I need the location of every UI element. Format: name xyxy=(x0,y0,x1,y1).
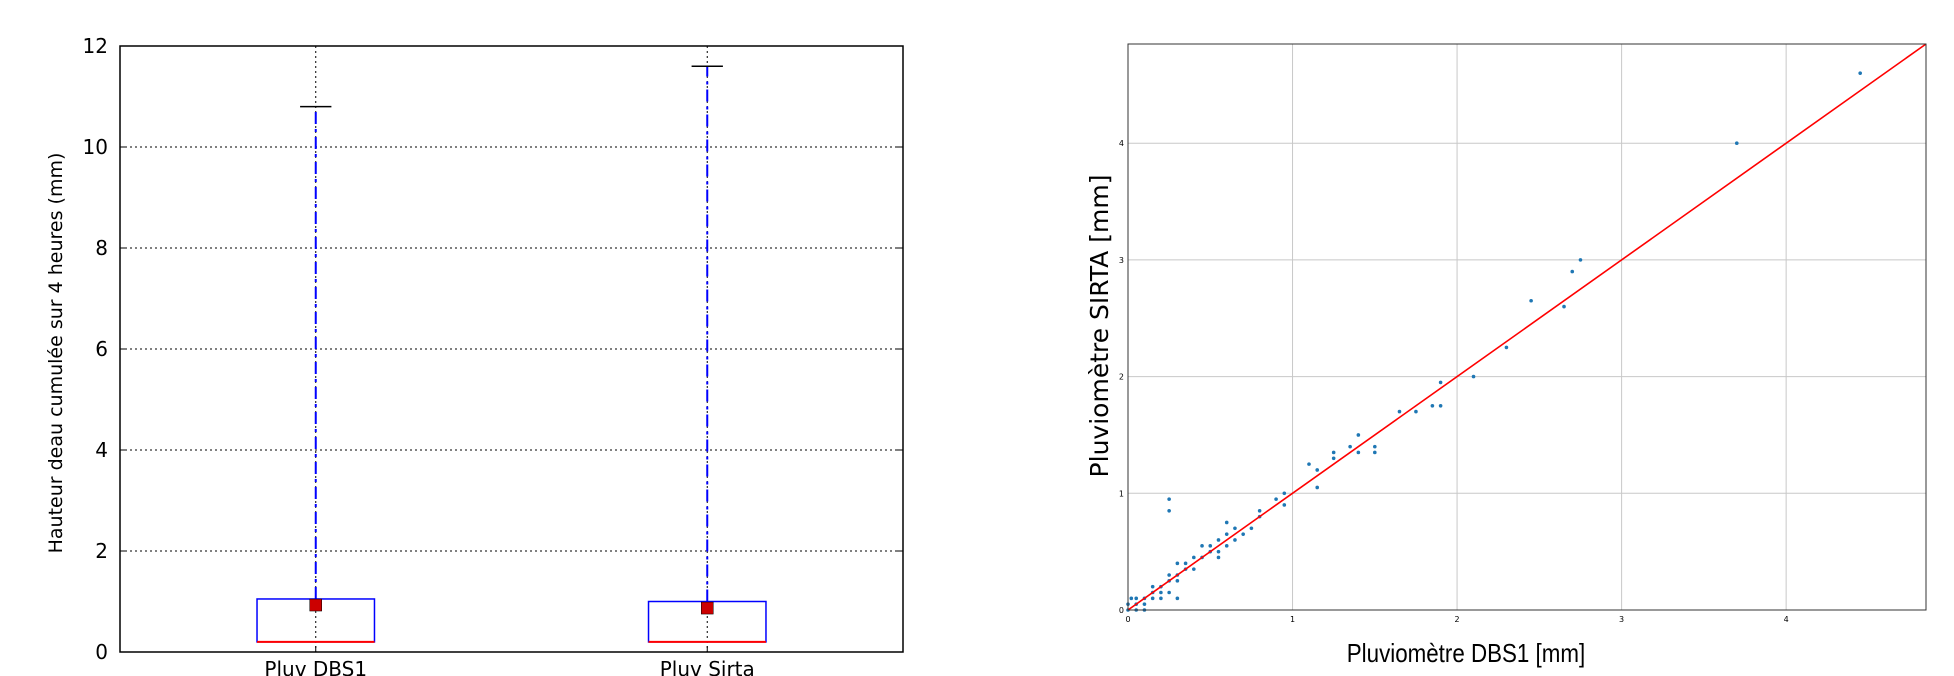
scatter-point xyxy=(1208,544,1213,548)
scatter-point xyxy=(1129,596,1134,601)
boxplot-y-ticks: 0 2 4 6 8 10 12 xyxy=(83,34,903,664)
scatter-point xyxy=(1331,450,1336,455)
scatter-y-tick-label: 2 xyxy=(1119,373,1124,382)
scatter-point xyxy=(1356,433,1361,437)
scatter-x-tick-label: 0 xyxy=(1125,615,1130,624)
scatter-chart: 0 1 2 3 4 0 1 2 3 4 Pluviomètre DBS1 [mm] Pluviom… xyxy=(1085,43,1927,668)
boxplot-y-tick-label: 0 xyxy=(95,640,108,664)
scatter-point xyxy=(1183,561,1188,566)
scatter-x-tick-label: 4 xyxy=(1784,615,1789,624)
scatter-point xyxy=(1216,549,1221,554)
scatter-x-tick-label: 1 xyxy=(1290,615,1295,624)
scatter-point xyxy=(1274,497,1278,501)
scatter-point xyxy=(1159,590,1163,595)
scatter-point xyxy=(1175,596,1180,601)
boxplot-y-tick-label: 8 xyxy=(95,236,108,260)
scatter-point xyxy=(1373,444,1377,449)
scatter-point xyxy=(1167,573,1171,577)
boxplot-x-ticks: Pluv DBS1 Pluv Sirta xyxy=(264,646,755,676)
scatter-point xyxy=(1570,269,1575,274)
scatter-point xyxy=(1315,485,1320,490)
boxplot-y-tick-label: 2 xyxy=(95,539,108,563)
scatter-point xyxy=(1224,520,1229,525)
scatter-point xyxy=(1192,567,1196,571)
scatter-point xyxy=(1233,538,1237,542)
scatter-point xyxy=(1529,298,1533,303)
boxplot-y-tick-label: 10 xyxy=(83,135,108,159)
scatter-point xyxy=(1315,468,1320,472)
boxplot-category-label: Pluv DBS1 xyxy=(264,657,367,676)
scatter-point xyxy=(1438,380,1443,385)
boxplot-y-tick-label: 12 xyxy=(83,34,108,58)
boxplot-y-tick-label: 6 xyxy=(95,337,108,361)
scatter-point xyxy=(1282,491,1287,496)
scatter-point xyxy=(1282,503,1287,507)
scatter-point xyxy=(1167,509,1171,513)
scatter-point xyxy=(1249,526,1254,531)
scatter-identity-line xyxy=(1127,43,1927,611)
scatter-point xyxy=(1356,450,1361,455)
scatter-point xyxy=(1175,561,1180,566)
scatter-points xyxy=(1126,71,1862,612)
scatter-point xyxy=(1216,555,1221,560)
scatter-point xyxy=(1159,596,1163,601)
scatter-x-axis-label: Pluviomètre DBS1 [mm] xyxy=(1347,639,1585,668)
boxplot-mean-marker xyxy=(701,601,714,615)
scatter-ticks: 0 1 2 3 4 0 1 2 3 4 xyxy=(1119,139,1789,624)
scatter-point xyxy=(1331,456,1336,461)
boxplot-boxes xyxy=(256,65,767,643)
scatter-y-tick-label: 1 xyxy=(1119,489,1124,498)
scatter-x-tick-label: 2 xyxy=(1455,615,1460,624)
scatter-axes-frame xyxy=(1127,43,1927,611)
scatter-point xyxy=(1504,345,1509,350)
scatter-y-tick-label: 4 xyxy=(1119,139,1124,148)
scatter-point xyxy=(1307,462,1311,466)
scatter-point xyxy=(1224,544,1229,548)
boxplot-mean-marker xyxy=(309,598,322,612)
scatter-point xyxy=(1257,509,1262,513)
scatter-point xyxy=(1241,532,1245,536)
scatter-point xyxy=(1397,409,1402,414)
scatter-point xyxy=(1438,403,1443,408)
scatter-point xyxy=(1142,602,1147,606)
scatter-point xyxy=(1200,544,1204,548)
scatter-point xyxy=(1578,258,1583,262)
scatter-y-tick-label: 3 xyxy=(1119,256,1124,265)
boxplot-chart: 0 2 4 6 8 10 12 Pluv DBS1 Pluv Sirta Hauteur de… xyxy=(45,34,904,676)
scatter-point xyxy=(1430,403,1435,408)
scatter-x-tick-label: 3 xyxy=(1619,615,1624,624)
scatter-point xyxy=(1167,497,1171,501)
scatter-point xyxy=(1734,141,1739,145)
scatter-point xyxy=(1562,304,1566,309)
scatter-point xyxy=(1373,450,1377,455)
scatter-point xyxy=(1167,590,1171,595)
scatter-point xyxy=(1414,409,1418,414)
scatter-y-axis-label: Pluviomètre SIRTA [mm] xyxy=(1085,175,1114,478)
scatter-point xyxy=(1175,579,1180,583)
scatter-point xyxy=(1471,374,1476,379)
scatter-grid xyxy=(1128,44,1926,610)
scatter-point xyxy=(1192,555,1196,560)
boxplot-y-tick-label: 4 xyxy=(95,438,108,462)
scatter-point xyxy=(1233,526,1237,531)
scatter-point xyxy=(1134,596,1139,601)
scatter-point xyxy=(1858,71,1862,75)
boxplot-category-label: Pluv Sirta xyxy=(660,657,755,676)
scatter-point xyxy=(1224,532,1229,536)
boxplot-grid xyxy=(120,46,903,652)
scatter-point xyxy=(1216,538,1221,542)
scatter-y-tick-label: 0 xyxy=(1119,606,1124,615)
scatter-point xyxy=(1150,596,1155,601)
boxplot-y-axis-label: Hauteur deau cumulée sur 4 heures (mm) xyxy=(45,153,67,554)
scatter-point xyxy=(1150,584,1155,589)
scatter-point xyxy=(1348,444,1352,449)
